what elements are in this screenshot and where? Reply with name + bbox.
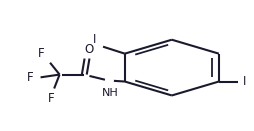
Text: F: F — [48, 92, 55, 105]
Text: F: F — [27, 71, 34, 84]
Text: NH: NH — [101, 89, 118, 99]
Text: I: I — [93, 33, 96, 46]
Text: F: F — [38, 47, 45, 60]
Text: O: O — [85, 43, 94, 56]
Text: I: I — [243, 75, 246, 88]
